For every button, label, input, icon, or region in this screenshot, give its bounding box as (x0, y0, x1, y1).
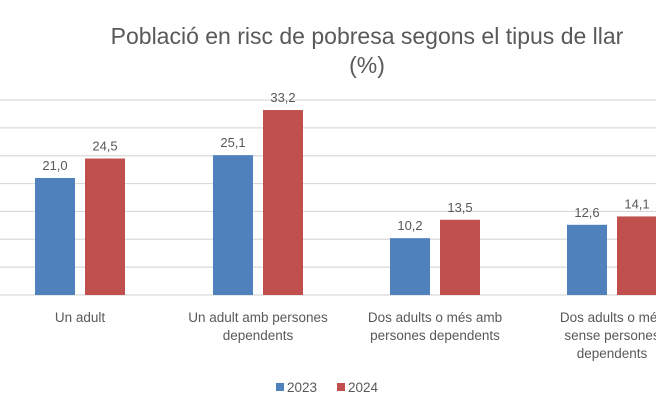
bar-2023 (35, 178, 75, 295)
bar-2024 (263, 110, 303, 296)
data-label: 10,2 (397, 218, 422, 233)
legend-label: 2023 (287, 380, 317, 395)
data-label: 25,1 (220, 135, 245, 150)
category-label: Un adult amb persones (188, 310, 328, 325)
bar-2024 (85, 158, 125, 295)
category-label: Un adult (55, 310, 106, 325)
category-label: sense persones (564, 328, 656, 343)
data-label: 13,5 (447, 200, 472, 215)
category-label: Dos adults o més amb (368, 310, 502, 325)
legend-label: 2024 (348, 380, 379, 395)
data-label: 33,2 (270, 90, 295, 105)
bar-2023 (390, 238, 430, 295)
category-label: dependents (223, 328, 294, 343)
bar-2024 (617, 216, 656, 295)
legend-swatch-2023 (276, 383, 284, 391)
category-label: Dos adults o més (560, 310, 656, 325)
category-label: persones dependents (370, 328, 500, 343)
legend-swatch-2024 (337, 383, 345, 391)
category-label: dependents (577, 346, 648, 361)
data-label: 12,6 (574, 205, 599, 220)
chart-title: Població en risc de pobresa segons el ti… (111, 23, 624, 49)
bar-2023 (213, 155, 253, 295)
data-label: 21,0 (42, 158, 67, 173)
data-label: 24,5 (92, 139, 117, 154)
bar-2024 (440, 219, 480, 295)
data-label: 14,1 (624, 196, 649, 211)
chart-subtitle: (%) (349, 52, 385, 78)
bar-2023 (567, 224, 607, 295)
